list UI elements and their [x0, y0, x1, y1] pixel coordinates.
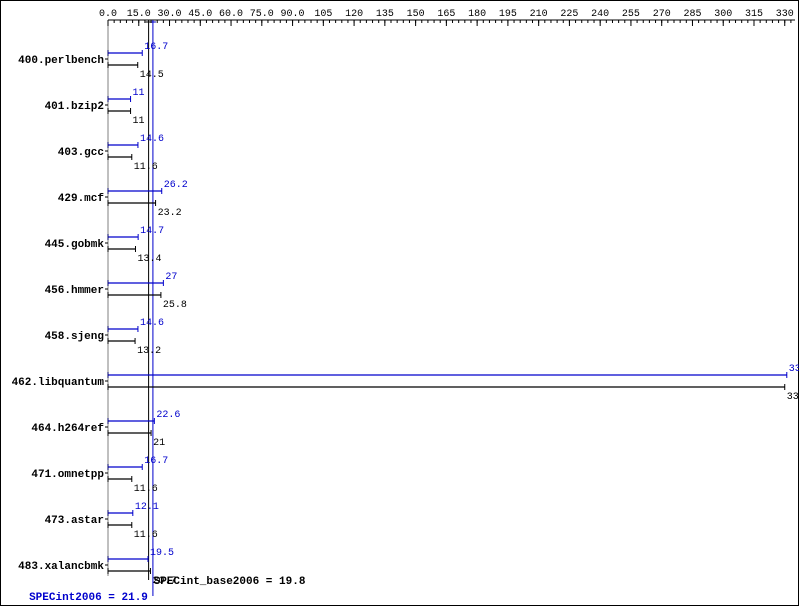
benchmark-label: 462.libquantum: [12, 377, 105, 389]
benchmark-label: 403.gcc: [58, 147, 104, 159]
axis-tick-label: 285: [683, 9, 701, 20]
axis-tick-label: 75.0: [250, 9, 274, 20]
peak-value: 19.5: [150, 548, 174, 559]
axis-tick-label: 225: [560, 9, 578, 20]
base-value: 11: [133, 116, 145, 127]
axis-tick-label: 165: [437, 9, 455, 20]
axis-tick-label: 180: [468, 9, 486, 20]
benchmark-label: 473.astar: [45, 515, 104, 527]
axis-tick-label: 255: [622, 9, 640, 20]
peak-value: 12.1: [135, 502, 159, 513]
chart-border: [1, 1, 799, 606]
base-value: 13.4: [137, 254, 161, 265]
axis-tick-label: 120: [345, 9, 363, 20]
benchmark-label: 471.omnetpp: [31, 469, 104, 481]
axis-tick-label: 105: [314, 9, 332, 20]
peak-value: 14.6: [140, 318, 164, 329]
base-value: 13.2: [137, 346, 161, 357]
peak-value: 14.7: [140, 226, 164, 237]
benchmark-label: 400.perlbench: [18, 55, 104, 67]
benchmark-label: 445.gobmk: [45, 239, 105, 251]
base-value: 11.6: [134, 530, 158, 541]
axis-tick-label: 195: [499, 9, 517, 20]
base-value: 23.2: [158, 208, 182, 219]
base-value: 330: [787, 392, 799, 403]
axis-tick-label: 270: [653, 9, 671, 20]
benchmark-chart: 0.0 15.0 30.0 45.0 60.0 75.0 90.0 105 120 135 150 1…: [0, 0, 799, 606]
axis-tick-label: 90.0: [281, 9, 305, 20]
base-value: 25.8: [163, 300, 187, 311]
axis-tick-label: 30.0: [158, 9, 182, 20]
peak-value: 11: [133, 88, 145, 99]
axis-tick-label: 315: [745, 9, 763, 20]
peak-value: 22.6: [156, 410, 180, 421]
peak-value: 331: [789, 364, 799, 375]
base-value: 21: [153, 438, 165, 449]
axis-tick-label: 210: [530, 9, 548, 20]
peak-value: 27: [165, 272, 177, 283]
summary-base: SPECint_base2006 = 19.8: [154, 576, 306, 588]
base-value: 11.6: [134, 162, 158, 173]
peak-value: 16.7: [144, 456, 168, 467]
benchmark-label: 429.mcf: [58, 193, 105, 205]
base-value: 14.5: [140, 70, 164, 81]
summary-peak: SPECint2006 = 21.9: [29, 592, 148, 604]
axis-tick-label: 240: [591, 9, 609, 20]
axis-tick-label: 0.0: [99, 9, 117, 20]
benchmark-label: 464.h264ref: [31, 423, 104, 435]
axis-tick-label: 300: [714, 9, 732, 20]
benchmark-label: 458.sjeng: [45, 331, 104, 343]
peak-value: 16.7: [144, 42, 168, 53]
axis-tick-label: 60.0: [219, 9, 243, 20]
benchmark-label: 401.bzip2: [45, 101, 104, 113]
benchmark-label: 456.hmmer: [45, 285, 104, 297]
peak-value: 14.6: [140, 134, 164, 145]
base-value: 11.6: [134, 484, 158, 495]
axis-tick-label: 135: [376, 9, 394, 20]
axis-tick-label: 330: [776, 9, 794, 20]
benchmark-label: 483.xalancbmk: [18, 561, 104, 573]
axis-tick-label: 150: [407, 9, 425, 20]
axis-tick-label: 15.0: [127, 9, 151, 20]
peak-value: 26.2: [164, 180, 188, 191]
axis-tick-label: 45.0: [188, 9, 212, 20]
